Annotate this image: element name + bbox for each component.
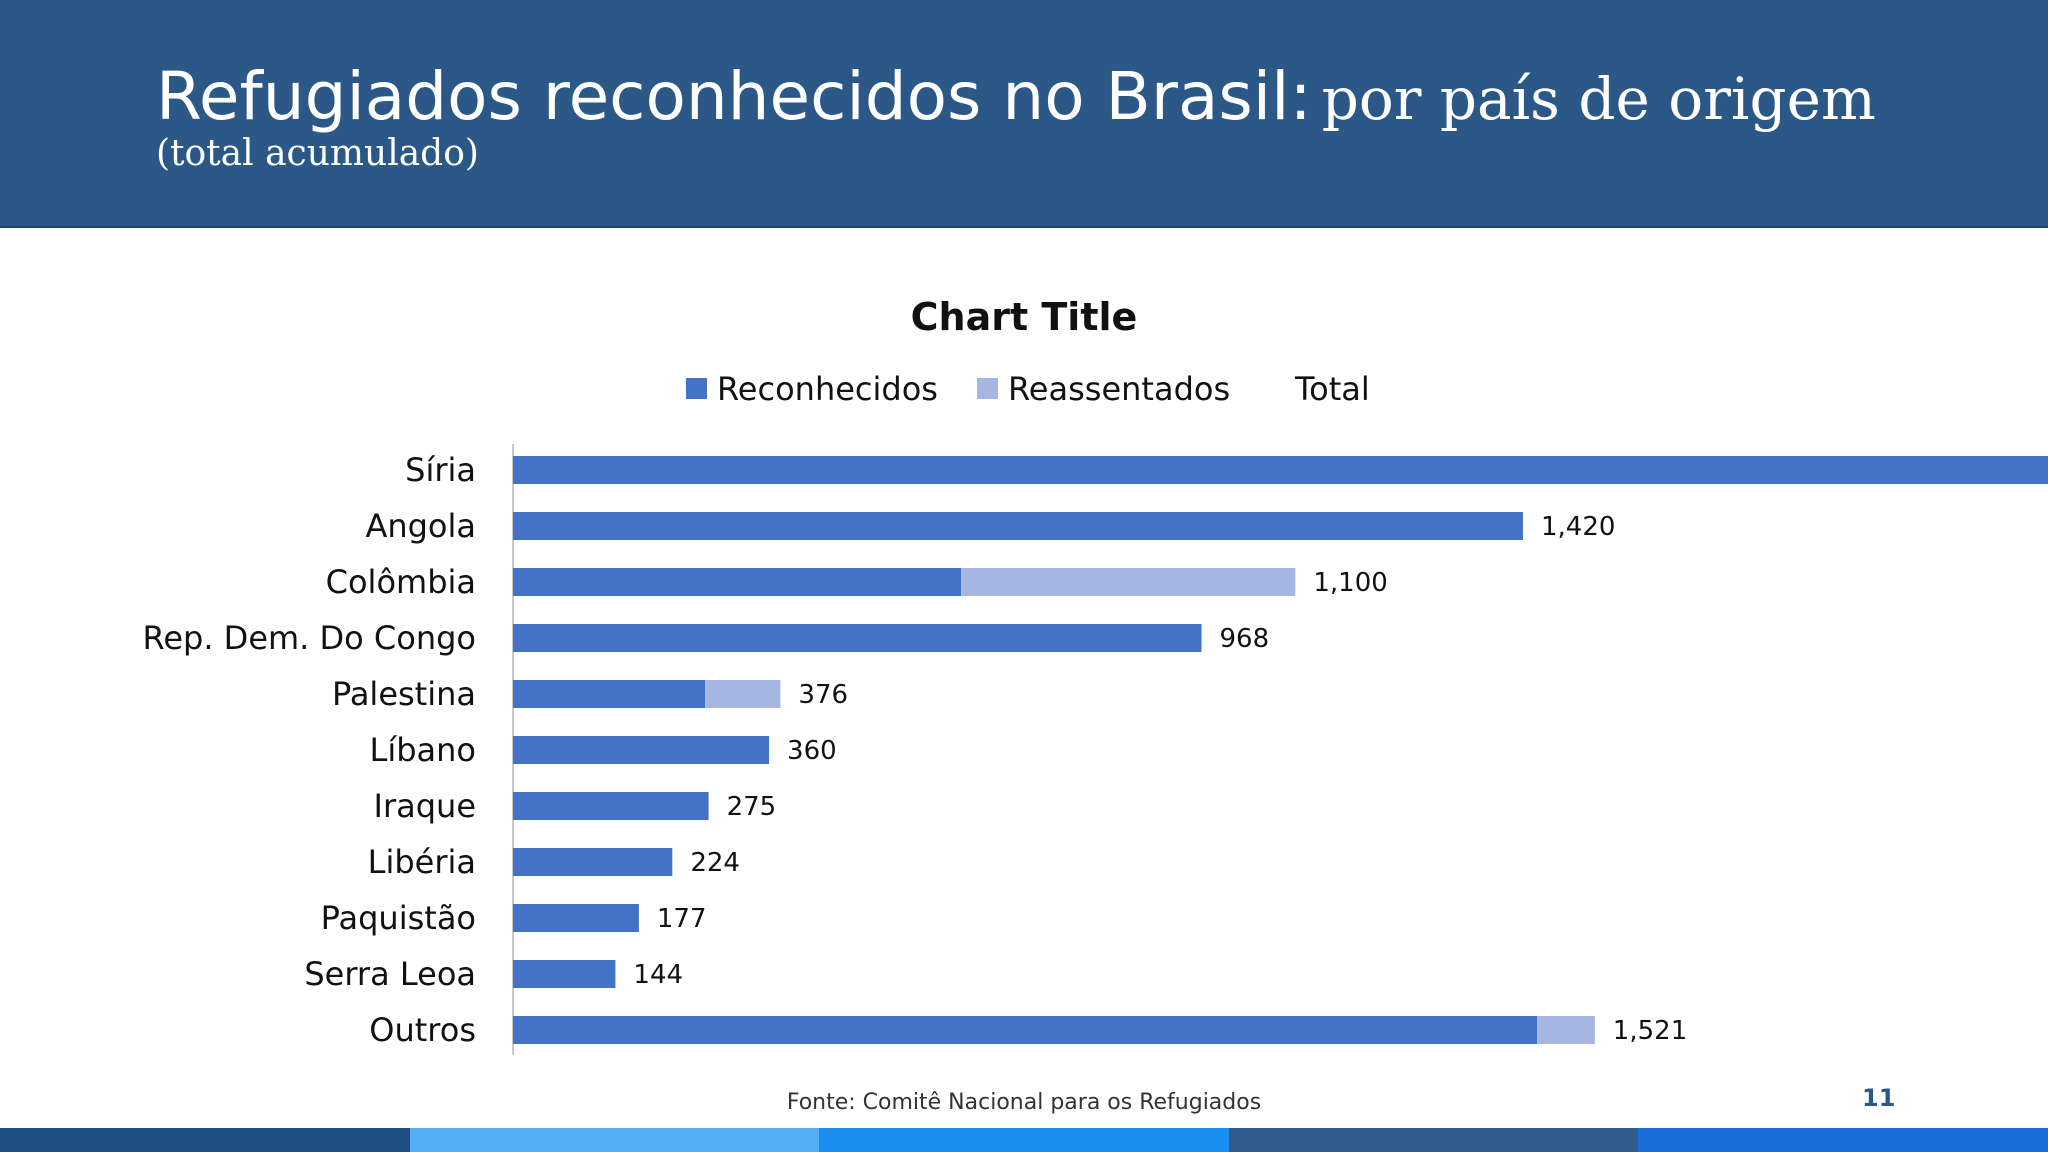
category-label: Angola: [365, 507, 476, 545]
category-label: Síria: [405, 451, 476, 489]
slide-title: Refugiados reconhecidos no Brasil: por pa…: [156, 58, 1876, 135]
slide-header: Refugiados reconhecidos no Brasil: por pa…: [0, 0, 2048, 228]
bar-reassentados: [961, 568, 1296, 596]
data-label-total: 177: [657, 904, 707, 934]
legend-swatch-reconhecidos: [686, 378, 707, 399]
data-label-total: 275: [727, 792, 777, 822]
legend-label-reassentados: Reassentados: [1008, 370, 1230, 408]
footer-stripe-2: [409, 1128, 820, 1152]
category-label: Outros: [369, 1011, 476, 1049]
bar-reconhecidos: [513, 624, 1202, 652]
bar-reconhecidos: [513, 512, 1523, 540]
bar-reconhecidos: [513, 904, 639, 932]
category-label: Paquistão: [321, 899, 476, 937]
bar-reconhecidos: [513, 848, 673, 876]
data-label-total: 360: [787, 736, 837, 766]
category-label: Libéria: [368, 843, 476, 881]
category-label: Rep. Dem. Do Congo: [143, 619, 476, 657]
bar-reconhecidos: [513, 568, 962, 596]
bar-chart: Chart Title Reconhecidos Reassentados Total…: [143, 295, 2048, 1055]
footer-stripe-5: [1638, 1128, 2048, 1152]
legend-label-total: Total: [1294, 370, 1370, 408]
data-label-total: 224: [690, 848, 740, 878]
slide-title-suffix: por país de origem: [1321, 65, 1876, 133]
bar-reconhecidos: [513, 792, 709, 820]
legend-swatch-reassentados: [977, 378, 998, 399]
data-label-total: 144: [633, 960, 683, 990]
footer-stripe-3: [819, 1128, 1229, 1152]
bar-reconhecidos: [513, 736, 770, 764]
category-label: Palestina: [332, 675, 476, 713]
data-label-total: 1,420: [1541, 512, 1615, 542]
page-number: 11: [1862, 1084, 1896, 1112]
bar-reconhecidos: [513, 456, 2048, 484]
footer-stripes: [0, 1128, 2048, 1152]
category-label: Iraque: [374, 787, 476, 825]
category-label: Colômbia: [326, 563, 476, 601]
source-note: Fonte: Comitê Nacional para os Refugiado…: [786, 1090, 1262, 1115]
bar-reconhecidos: [513, 680, 706, 708]
bar-reassentados: [705, 680, 781, 708]
data-label-total: 1,100: [1313, 568, 1387, 598]
category-label: Líbano: [370, 731, 477, 769]
legend-label-reconhecidos: Reconhecidos: [717, 370, 938, 408]
slide-title-main: Refugiados reconhecidos no Brasil:: [156, 58, 1312, 135]
bar-reconhecidos: [513, 1016, 1538, 1044]
data-label-total: 376: [798, 680, 848, 710]
chart-title: Chart Title: [911, 295, 1138, 339]
bar-reassentados: [1537, 1016, 1595, 1044]
category-label: Serra Leoa: [304, 955, 476, 993]
bar-reconhecidos: [513, 960, 616, 988]
slide-subtitle: (total acumulado): [156, 133, 479, 174]
footer-stripe-4: [1228, 1128, 1639, 1152]
footer-stripe-1: [0, 1128, 410, 1152]
data-label-total: 968: [1219, 624, 1269, 654]
data-label-total: 1,521: [1613, 1016, 1687, 1046]
